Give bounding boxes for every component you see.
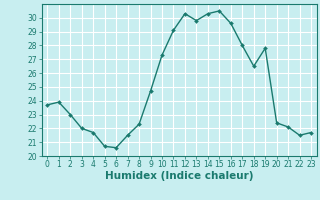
X-axis label: Humidex (Indice chaleur): Humidex (Indice chaleur) xyxy=(105,171,253,181)
